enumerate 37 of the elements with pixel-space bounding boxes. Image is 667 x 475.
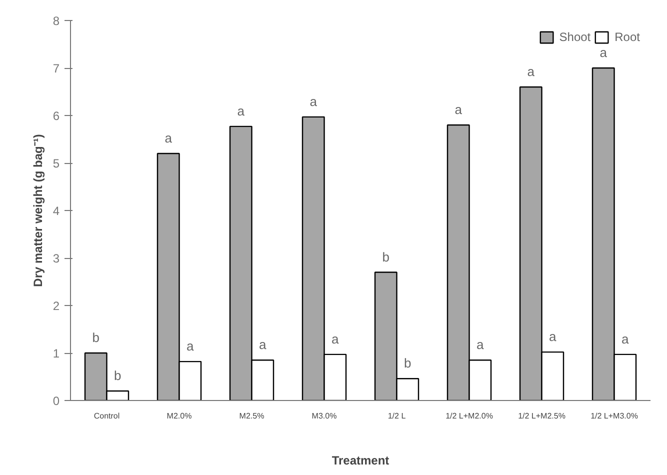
annotation: a xyxy=(549,329,558,344)
annotation: b xyxy=(404,356,412,371)
x-tick-label: 1/2 L xyxy=(388,412,406,420)
legend-label: Shoot xyxy=(559,30,591,44)
annotation: a xyxy=(332,331,340,346)
annotation: b xyxy=(382,249,390,264)
y-axis-title: Dry matter weight (g bag⁻¹) xyxy=(30,134,45,287)
y-tick-label: 6 xyxy=(52,109,60,123)
x-axis-title: Treatment xyxy=(332,454,390,468)
x-tick-label: Control xyxy=(94,412,120,420)
x-tick-label: M3.0% xyxy=(312,412,337,420)
y-tick-label: 2 xyxy=(52,299,60,313)
y-tick-label: 7 xyxy=(52,62,60,76)
y-tick-label: 0 xyxy=(52,394,60,408)
annotation: a xyxy=(600,45,608,60)
y-tick-label: 8 xyxy=(52,14,60,28)
x-tick-label: 1/2 L+M3.0% xyxy=(590,412,638,420)
annotation: a xyxy=(527,64,536,79)
legend-label: Root xyxy=(614,30,640,44)
annotation: a xyxy=(622,331,630,346)
annotation: a xyxy=(164,130,173,146)
y-tick-label: 4 xyxy=(52,204,60,218)
x-tick-label: M2.5% xyxy=(239,412,264,420)
annotation: b xyxy=(114,368,122,383)
y-tick-label: 3 xyxy=(52,252,60,266)
annotation: b xyxy=(92,330,100,345)
annotation: a xyxy=(310,94,318,109)
annotation: a xyxy=(186,338,195,354)
annotation: a xyxy=(476,337,485,352)
annotation: a xyxy=(454,102,463,117)
annotation: a xyxy=(237,103,246,118)
x-tick-label: 1/2 L+M2.0% xyxy=(446,412,493,420)
x-tick-label: 1/2 L+M2.5% xyxy=(518,412,566,420)
x-tick-label: M2.0% xyxy=(166,412,192,420)
y-tick-label: 5 xyxy=(52,156,60,170)
y-tick-label: 1 xyxy=(52,346,60,360)
annotation: a xyxy=(259,337,268,352)
